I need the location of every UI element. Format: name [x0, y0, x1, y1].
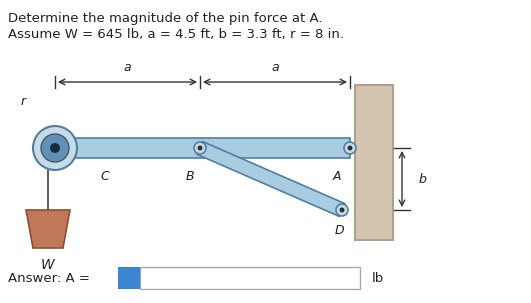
- Text: $C$: $C$: [100, 170, 110, 183]
- Circle shape: [198, 145, 202, 151]
- Text: $a$: $a$: [271, 61, 279, 74]
- Text: i: i: [127, 271, 131, 285]
- Bar: [355, 85, 393, 240]
- Text: lb: lb: [372, 271, 384, 285]
- Text: Answer: A =: Answer: A =: [8, 271, 90, 285]
- Polygon shape: [26, 210, 70, 248]
- Text: $a$: $a$: [123, 61, 132, 74]
- Circle shape: [41, 134, 69, 162]
- Text: $B$: $B$: [185, 170, 195, 183]
- Bar: [118, 267, 140, 289]
- Text: Assume W = 645 lb, a = 4.5 ft, b = 3.3 ft, r = 8 in.: Assume W = 645 lb, a = 4.5 ft, b = 3.3 f…: [8, 28, 344, 41]
- Circle shape: [336, 204, 348, 216]
- Polygon shape: [55, 138, 350, 158]
- Bar: [140, 267, 360, 289]
- Circle shape: [339, 208, 345, 212]
- Text: $W$: $W$: [40, 258, 56, 272]
- Text: Determine the magnitude of the pin force at A.: Determine the magnitude of the pin force…: [8, 12, 322, 25]
- Text: $b$: $b$: [418, 172, 427, 186]
- Circle shape: [33, 126, 77, 170]
- Circle shape: [347, 145, 353, 151]
- Text: $D$: $D$: [335, 224, 346, 237]
- Polygon shape: [197, 142, 345, 216]
- Circle shape: [50, 143, 60, 153]
- Text: $A$: $A$: [332, 170, 342, 183]
- Circle shape: [344, 142, 356, 154]
- Text: $r$: $r$: [20, 95, 28, 108]
- Circle shape: [194, 142, 206, 154]
